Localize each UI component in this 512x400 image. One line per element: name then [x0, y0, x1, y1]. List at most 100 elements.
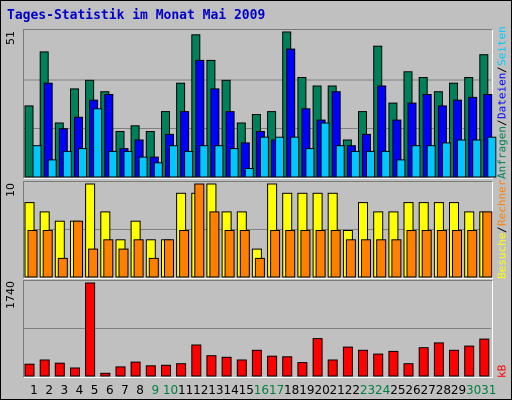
bar-seiten-day-26: [411, 145, 421, 178]
x-tick-label: 23: [360, 383, 375, 397]
bar-kb-day-18: [282, 356, 293, 377]
x-tick-label: 7: [121, 383, 129, 397]
bar-seiten-day-2: [47, 159, 57, 178]
bar-kb-day-23: [358, 349, 368, 377]
bar-seiten-day-23: [366, 150, 375, 178]
bar-kb-day-1: [24, 363, 35, 377]
bar-kb-day-31: [479, 338, 490, 377]
x-tick-label: 18: [284, 383, 299, 397]
bar-kb-day-21: [327, 359, 338, 377]
bar-rechner-day-4: [73, 220, 83, 278]
bar-rechner-day-22: [345, 239, 356, 278]
bar-kb-day-14: [221, 356, 232, 377]
bar-kb-day-5: [85, 282, 96, 377]
bar-rechner-day-23: [361, 239, 371, 278]
bar-seiten-day-19: [305, 148, 315, 178]
bar-rechner-day-17: [270, 230, 281, 278]
bar-rechner-day-18: [285, 230, 296, 278]
bar-kb-day-19: [297, 362, 308, 377]
bar-rechner-day-21: [330, 230, 341, 278]
bar-seiten-day-1: [32, 145, 42, 178]
bar-seiten-day-5: [93, 108, 103, 178]
bar-kb-day-11: [176, 363, 187, 377]
bar-seiten-day-3: [62, 150, 72, 178]
bar-seiten-day-24: [381, 150, 391, 178]
bar-rechner-day-14: [224, 230, 235, 278]
bar-rechner-day-5: [88, 248, 99, 278]
bar-kb-day-15: [236, 359, 247, 377]
bar-seiten-day-15: [244, 168, 254, 178]
x-tick-label: 4: [76, 383, 84, 397]
bar-rechner-day-2: [42, 230, 53, 278]
x-tick-label: 29: [451, 383, 466, 397]
bar-seiten-day-10: [169, 145, 178, 178]
x-tick-label: 1: [30, 383, 38, 397]
bar-seiten-day-7: [123, 150, 133, 178]
bar-kb-day-12: [191, 344, 202, 377]
bar-seiten-day-14: [229, 148, 239, 178]
bar-rechner-day-12: [194, 183, 205, 278]
bar-seiten-day-4: [78, 148, 87, 178]
x-tick-label: 30: [466, 383, 481, 397]
x-tick-label: 12: [193, 383, 208, 397]
x-tick-label: 16: [254, 383, 269, 397]
x-tick-label: 24: [375, 383, 390, 397]
x-tick-label: 5: [91, 383, 99, 397]
bar-kb-day-28: [433, 342, 444, 377]
x-tick-label: 19: [299, 383, 314, 397]
bar-kb-day-25: [388, 350, 399, 377]
bar-rechner-day-27: [421, 230, 432, 278]
bar-rechner-day-13: [209, 211, 220, 278]
x-tick-label: 13: [208, 383, 223, 397]
x-tick-label: 9: [151, 383, 159, 397]
x-tick-label: 10: [163, 383, 178, 397]
bar-seiten-day-12: [199, 145, 209, 178]
bar-rechner-day-19: [300, 230, 311, 278]
bar-rechner-day-6: [103, 239, 114, 278]
x-tick-label: 3: [60, 383, 68, 397]
bar-rechner-day-10: [164, 239, 174, 278]
bar-rechner-day-15: [239, 230, 250, 278]
bar-seiten-day-31: [487, 136, 497, 178]
bar-kb-day-16: [251, 349, 262, 377]
bar-kb-day-9: [145, 365, 156, 377]
bar-rechner-day-24: [376, 239, 387, 278]
bar-seiten-day-8: [138, 156, 148, 178]
bar-rechner-day-31: [482, 211, 493, 278]
x-tick-label: 20: [314, 383, 329, 397]
bar-seiten-day-21: [335, 145, 345, 178]
bar-kb-day-4: [70, 367, 80, 377]
bar-anfragen-day-1: [24, 105, 34, 178]
bar-seiten-day-16: [259, 136, 269, 178]
bar-seiten-day-13: [214, 145, 224, 178]
bar-kb-day-24: [373, 353, 384, 377]
x-tick-label: 22: [345, 383, 360, 397]
bar-kb-day-7: [115, 366, 126, 377]
bar-rechner-day-30: [467, 230, 478, 278]
bar-rechner-day-20: [315, 230, 326, 278]
bar-seiten-day-9: [153, 162, 163, 178]
bar-kb-day-30: [464, 345, 475, 377]
bar-seiten-day-25: [396, 159, 406, 178]
bar-seiten-day-11: [184, 150, 194, 178]
x-tick-label: 11: [178, 383, 193, 397]
bar-rechner-day-1: [27, 230, 38, 278]
bar-seiten-day-22: [350, 150, 360, 178]
bar-rechner-day-9: [148, 257, 159, 278]
bar-seiten-day-20: [320, 122, 330, 178]
bar-rechner-day-26: [406, 230, 417, 278]
bar-kb-day-29: [449, 349, 459, 377]
x-tick-label: 17: [269, 383, 284, 397]
bar-seiten-day-28: [441, 142, 451, 178]
bar-kb-day-26: [403, 363, 414, 377]
x-tick-label: 28: [436, 383, 451, 397]
x-tick-label: 6: [106, 383, 114, 397]
bar-kb-day-13: [206, 355, 217, 377]
x-tick-label: 25: [390, 383, 405, 397]
bar-rechner-day-11: [179, 230, 190, 278]
bar-kb-day-17: [267, 355, 278, 377]
chart-title: Tages-Statistik im Monat Mai 2009: [7, 8, 266, 23]
x-tick-label: 21: [330, 383, 345, 397]
